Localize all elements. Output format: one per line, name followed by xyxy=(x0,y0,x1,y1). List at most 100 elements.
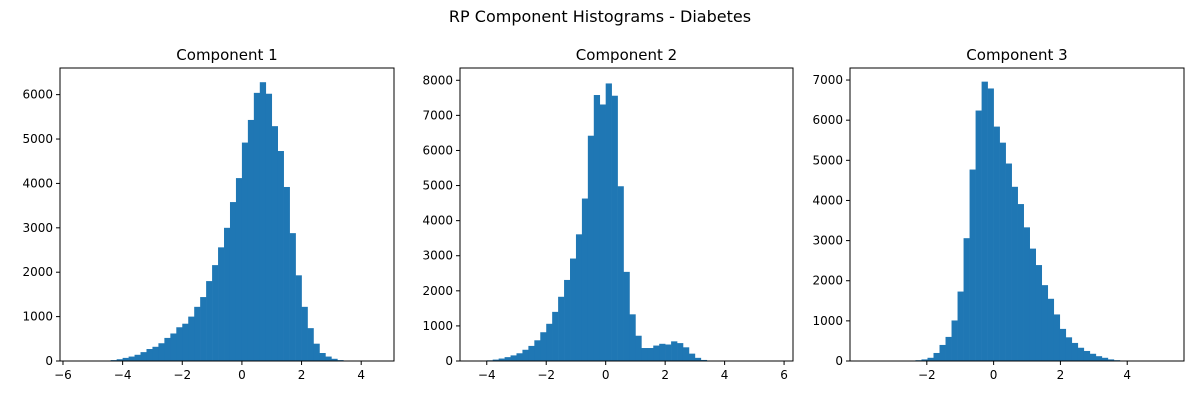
histogram-bar xyxy=(1047,298,1055,361)
histogram-bar xyxy=(951,320,958,361)
histogram-bar xyxy=(295,275,302,361)
histogram-bar xyxy=(1083,350,1091,361)
histogram-bar xyxy=(277,151,284,361)
histogram-bar xyxy=(629,314,636,361)
histogram-bar xyxy=(313,343,320,361)
x-tick-label: 0 xyxy=(990,368,998,382)
histogram-panel-2: −4 −2 0 2 4 6 0 1000 2000 3000 4000 5000 6000 7000 800… xyxy=(422,46,794,382)
histogram-bar xyxy=(605,83,612,362)
histogram-bar xyxy=(999,142,1006,361)
histogram-bar xyxy=(164,337,171,361)
histogram-bar xyxy=(546,323,553,361)
histogram-bar xyxy=(993,126,1000,361)
histogram-bar xyxy=(265,93,273,362)
histogram-bar xyxy=(498,358,505,361)
histogram-bar xyxy=(200,297,207,361)
histogram-bar xyxy=(146,349,153,361)
y-tick-label: 6000 xyxy=(22,88,53,102)
histogram-bar xyxy=(1065,337,1073,361)
y-tick-label: 3000 xyxy=(422,249,453,263)
histogram-bar xyxy=(987,88,994,362)
histogram-bar xyxy=(647,348,654,361)
x-tick-label: 4 xyxy=(721,368,729,382)
histogram-bar xyxy=(641,348,648,361)
y-tick-label: 5000 xyxy=(422,179,453,193)
histogram-bar xyxy=(212,265,219,361)
x-tick-label: −2 xyxy=(173,368,191,382)
histogram-bar xyxy=(969,169,976,361)
x-tick-label: 2 xyxy=(298,368,306,382)
y-tick-label: 7000 xyxy=(812,73,843,87)
histogram-bar xyxy=(492,359,499,361)
y-tick-label: 4000 xyxy=(812,193,843,207)
histogram-bar xyxy=(921,359,928,361)
x-tick-label: 6 xyxy=(780,368,788,382)
histogram-bars xyxy=(98,82,362,362)
y-tick-label: 1000 xyxy=(22,310,53,324)
histogram-bar xyxy=(1089,353,1097,361)
histogram-bar xyxy=(206,281,213,361)
x-tick-label: 0 xyxy=(602,368,610,382)
histogram-bar xyxy=(558,296,565,361)
histogram-bar xyxy=(1095,356,1103,361)
y-tick-label: 1000 xyxy=(812,314,843,328)
plot-frame xyxy=(59,67,395,362)
histogram-bar xyxy=(235,178,243,361)
histogram-bar xyxy=(188,316,195,361)
histogram-bar xyxy=(253,92,261,362)
histogram-bar xyxy=(325,356,332,361)
histogram-bar xyxy=(981,81,988,361)
x-tick-label: −6 xyxy=(54,368,72,382)
histogram-bar xyxy=(688,353,696,361)
y-tick-label: 1000 xyxy=(422,319,453,333)
histogram-panel-3: −2 0 2 4 0 1000 2000 3000 4000 5000 6000 7000 Compon… xyxy=(812,46,1185,382)
x-tick-label: 2 xyxy=(661,368,669,382)
plot-frame xyxy=(849,67,1185,362)
histogram-bar xyxy=(581,198,589,361)
x-tick-label: −2 xyxy=(537,368,555,382)
y-tick-label: 8000 xyxy=(422,73,453,87)
histogram-bar xyxy=(1041,285,1049,361)
histogram-bar xyxy=(540,332,547,361)
histogram-bar xyxy=(975,110,982,362)
histogram-bar xyxy=(665,344,672,361)
chart-panels: −6 −4 −2 0 2 4 0 1000 2000 3000 4000 5000 6000 Compon… xyxy=(22,46,1185,382)
histogram-bar xyxy=(593,95,601,361)
histogram-bar xyxy=(140,352,147,361)
histogram-bar xyxy=(194,306,201,361)
histogram-bar xyxy=(623,271,630,361)
histogram-bar xyxy=(247,119,255,361)
histogram-bar xyxy=(611,95,618,362)
panel-title: Component 1 xyxy=(176,46,277,64)
x-tick-label: −4 xyxy=(114,368,132,382)
figure-title: RP Component Histograms - Diabetes xyxy=(449,7,751,26)
histogram-bar xyxy=(170,333,177,361)
y-tick-label: 6000 xyxy=(422,143,453,157)
histogram-bar xyxy=(1005,163,1012,361)
y-tick-label: 0 xyxy=(835,354,843,368)
histogram-bar xyxy=(331,358,338,361)
histogram-bar xyxy=(504,357,511,361)
histogram-bar xyxy=(271,126,278,361)
histogram-bar xyxy=(1017,204,1024,361)
x-tick-label: 4 xyxy=(357,368,365,382)
y-tick-label: 0 xyxy=(45,354,53,368)
histogram-bar xyxy=(927,357,934,361)
x-tick-label: −4 xyxy=(478,368,496,382)
histogram-bar xyxy=(671,341,678,361)
y-tick-label: 2000 xyxy=(422,284,453,298)
histogram-bar xyxy=(319,353,326,361)
histogram-bar xyxy=(289,233,296,361)
y-tick-label: 7000 xyxy=(422,108,453,122)
histogram-bar xyxy=(1011,186,1018,361)
histogram-bar xyxy=(283,186,290,361)
y-tick-label: 2000 xyxy=(812,274,843,288)
plot-frame xyxy=(459,67,794,362)
y-tick-label: 6000 xyxy=(812,113,843,127)
histogram-bar xyxy=(617,186,624,361)
histogram-bar xyxy=(963,238,970,361)
histogram-bars xyxy=(480,83,725,362)
histogram-bar xyxy=(570,258,577,361)
histogram-bar xyxy=(241,142,249,361)
histogram-bar xyxy=(134,354,141,361)
